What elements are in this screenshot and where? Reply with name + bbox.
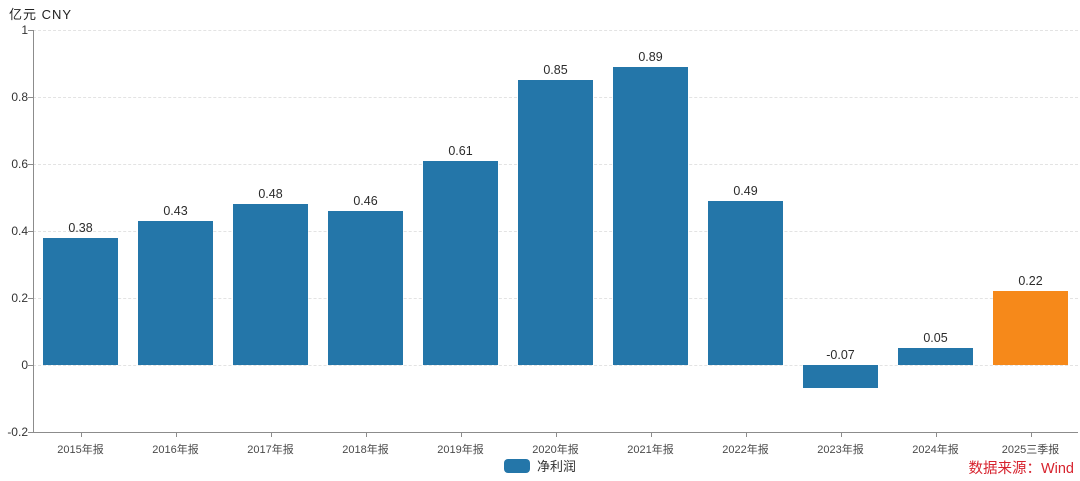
bar[interactable] <box>423 160 498 365</box>
x-axis-label: 2018年报 <box>342 444 389 456</box>
bar[interactable] <box>898 348 973 365</box>
x-axis-label: 2015年报 <box>57 444 104 456</box>
legend-swatch[interactable] <box>503 458 530 473</box>
x-axis-tick <box>650 432 652 437</box>
bar[interactable] <box>518 80 593 365</box>
x-axis-tick <box>270 432 272 437</box>
gridline <box>33 30 1078 31</box>
x-axis-tick <box>555 432 557 437</box>
bar[interactable] <box>328 210 403 365</box>
y-axis-tick <box>28 97 33 98</box>
bar-value-label: 0.49 <box>733 183 758 198</box>
y-axis-unit-label: 亿元 CNY <box>9 7 73 22</box>
x-axis-label: 2023年报 <box>817 444 864 456</box>
bar[interactable] <box>803 365 878 389</box>
x-axis-tick <box>1030 432 1032 437</box>
y-axis-label: 0 <box>21 358 28 372</box>
x-axis-tick <box>745 432 747 437</box>
y-axis-line <box>33 30 34 432</box>
bar[interactable] <box>613 66 688 365</box>
y-axis-label: 1 <box>21 23 28 37</box>
x-axis-tick <box>460 432 462 437</box>
x-axis-tick <box>175 432 177 437</box>
bar-value-label: 0.46 <box>353 193 378 208</box>
y-axis-tick <box>28 231 33 232</box>
x-axis-label: 2025三季报 <box>1001 444 1060 456</box>
gridline <box>33 365 1078 366</box>
bar-value-label: 0.38 <box>68 220 93 235</box>
x-axis-tick <box>935 432 937 437</box>
y-axis-tick <box>28 365 33 366</box>
bar[interactable] <box>43 237 118 365</box>
y-axis-label: 0.8 <box>11 90 28 104</box>
y-axis-label: 0.6 <box>11 157 28 171</box>
y-axis-tick <box>28 30 33 31</box>
x-axis-label: 2021年报 <box>627 444 674 456</box>
bar-value-label: 0.85 <box>543 63 568 78</box>
y-axis-tick <box>28 432 33 433</box>
y-axis-tick <box>28 298 33 299</box>
legend-label[interactable]: 净利润 <box>536 459 576 474</box>
bar-value-label: 0.89 <box>638 49 663 64</box>
y-axis-label: 0.4 <box>11 224 28 238</box>
bar-value-label: 0.61 <box>448 143 473 158</box>
bar-value-label: 0.48 <box>258 187 283 202</box>
x-axis-tick <box>80 432 82 437</box>
x-axis-tick <box>840 432 842 437</box>
bar-value-label: 0.43 <box>163 203 188 218</box>
bar-value-label: 0.22 <box>1018 274 1043 289</box>
bar-value-label: -0.07 <box>826 348 855 362</box>
x-axis-tick <box>365 432 367 437</box>
y-axis-label: -0.2 <box>7 425 28 439</box>
legend[interactable]: 净利润 <box>0 456 1080 475</box>
bar-value-label: 0.05 <box>923 331 948 346</box>
y-axis-tick <box>28 164 33 165</box>
x-axis-label: 2024年报 <box>912 444 959 456</box>
x-axis-label: 2019年报 <box>437 444 484 456</box>
x-axis-label: 2022年报 <box>722 444 769 456</box>
bar[interactable] <box>993 291 1068 365</box>
bar[interactable] <box>708 200 783 365</box>
bar[interactable] <box>233 204 308 365</box>
x-axis-label: 2020年报 <box>532 444 579 456</box>
x-axis-label: 2017年报 <box>247 444 294 456</box>
x-axis-label: 2016年报 <box>152 444 199 456</box>
bar[interactable] <box>138 220 213 365</box>
data-source-label: 数据来源：Wind <box>968 461 1074 477</box>
y-axis-label: 0.2 <box>11 291 28 305</box>
